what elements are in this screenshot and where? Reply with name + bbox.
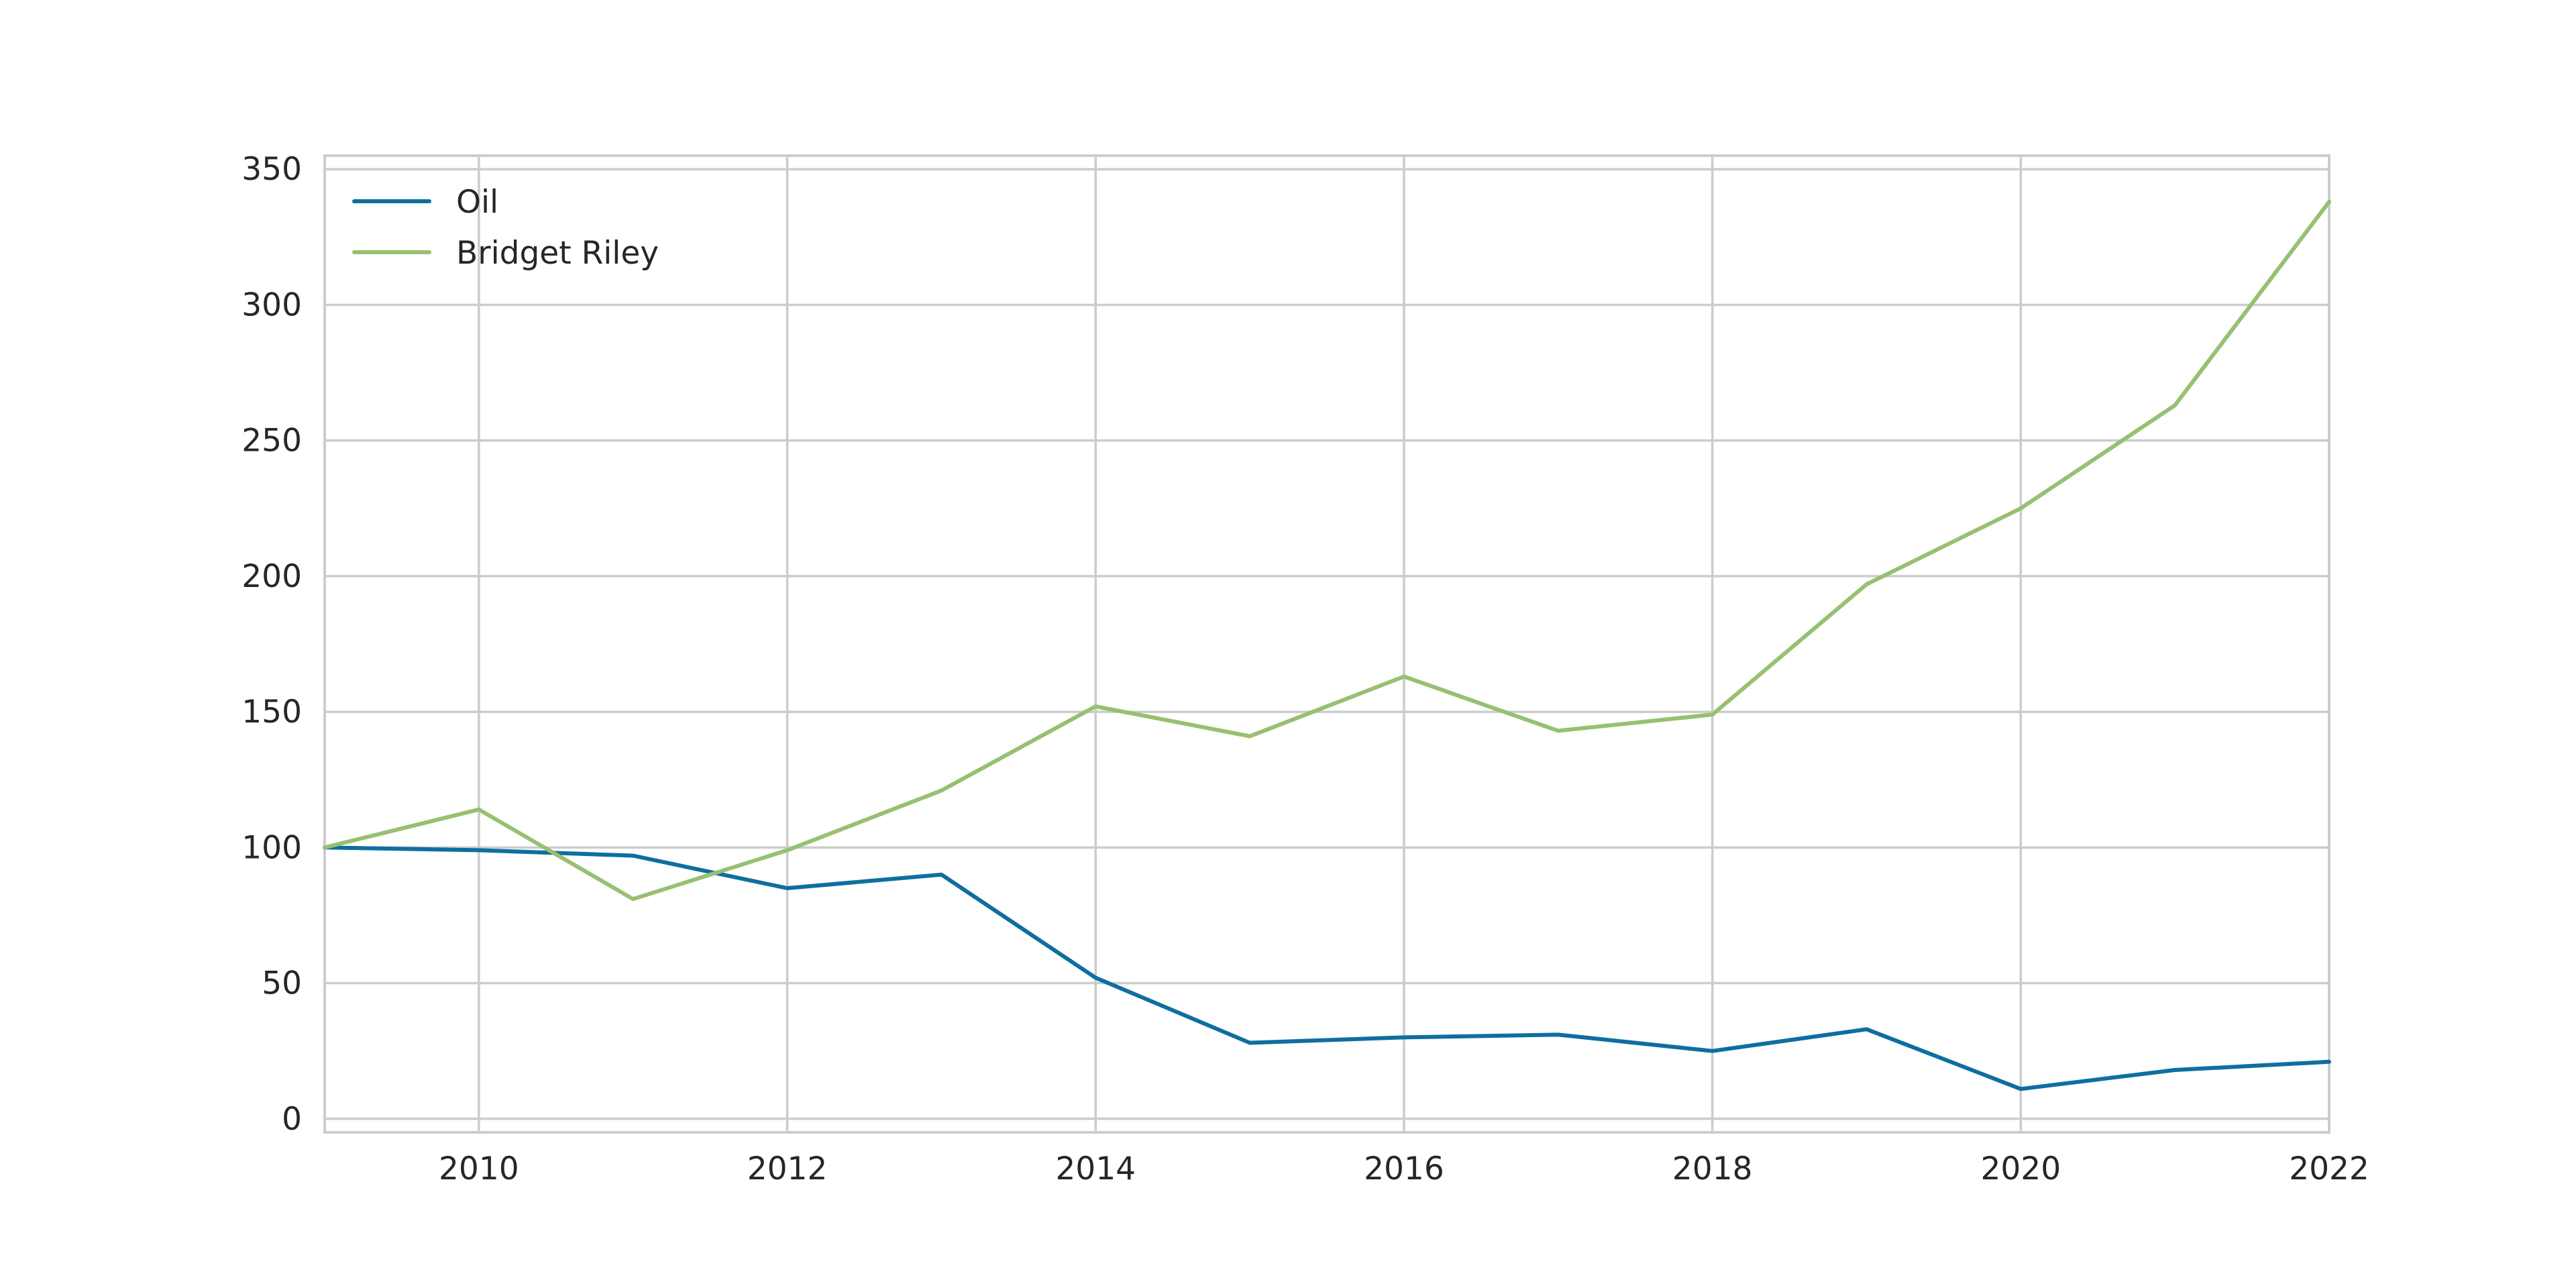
series-line-oil: [323, 845, 2331, 1091]
x-axis-tick-labels: 2010 2012 2014 2016 2018 2020 2022: [439, 1150, 2369, 1187]
x-tick-label: 2022: [2289, 1150, 2369, 1187]
y-axis-tick-labels: 0 50 100 150 200 250 300 350: [241, 151, 302, 1138]
grid-lines: [325, 156, 2330, 1132]
y-tick-label: 200: [241, 558, 302, 595]
y-tick-label: 350: [241, 151, 302, 188]
x-tick-label: 2016: [1364, 1150, 1444, 1187]
y-tick-label: 250: [241, 423, 302, 460]
y-tick-label: 300: [241, 286, 302, 323]
x-tick-label: 2020: [1980, 1150, 2061, 1187]
x-tick-label: 2018: [1672, 1150, 1753, 1187]
y-tick-label: 50: [262, 965, 302, 1002]
y-tick-label: 100: [241, 829, 302, 866]
legend-label-oil: Oil: [456, 184, 498, 221]
legend-label-bridget-riley: Bridget Riley: [456, 235, 659, 272]
x-tick-label: 2012: [747, 1150, 828, 1187]
plot-frame: [323, 154, 2330, 1134]
x-tick-label: 2014: [1055, 1150, 1136, 1187]
series-line-bridget-riley: [323, 199, 2331, 902]
legend: Oil Bridget Riley: [352, 184, 659, 272]
series-lines: [323, 199, 2331, 1091]
y-tick-label: 0: [282, 1101, 302, 1138]
x-tick-label: 2010: [439, 1150, 519, 1187]
y-tick-label: 150: [241, 694, 302, 731]
